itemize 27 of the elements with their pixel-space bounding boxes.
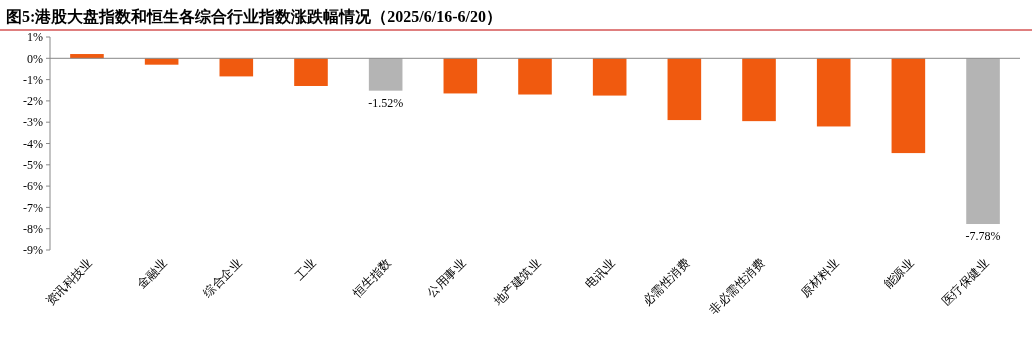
x-tick-label: 必需性消费 — [640, 256, 693, 309]
x-tick-label: 金融业 — [134, 256, 170, 292]
y-tick-label: -3% — [23, 115, 43, 130]
x-tick-label: 公用事业 — [424, 256, 469, 301]
x-tick-label: 医疗保健业 — [938, 256, 992, 309]
y-tick-label: -1% — [23, 72, 43, 87]
y-tick-label: -9% — [23, 243, 43, 258]
x-tick-label: 能源业 — [881, 256, 917, 292]
y-tick-label: -4% — [23, 136, 43, 151]
x-tick-label: 恒生指数 — [349, 256, 394, 301]
x-tick-label: 电讯业 — [582, 256, 618, 292]
data-label: -1.52% — [368, 95, 404, 110]
y-tick-label: 1% — [27, 30, 43, 45]
x-tick-label: 原材料业 — [797, 256, 842, 301]
y-tick-label: -8% — [23, 221, 43, 236]
y-tick-label: -6% — [23, 179, 43, 194]
x-tick-label: 非必需性消费 — [706, 256, 768, 318]
y-tick-label: -2% — [23, 94, 43, 109]
x-tick-label: 资讯科技业 — [42, 256, 96, 309]
x-tick-label: 工业 — [292, 256, 320, 284]
x-tick-label: 地产建筑业 — [490, 256, 544, 310]
x-tick-label: 综合企业 — [200, 256, 245, 301]
y-tick-label: -5% — [23, 158, 43, 172]
data-label: -7.78% — [965, 229, 1001, 244]
y-tick-label: -7% — [23, 200, 43, 215]
y-tick-label: 0% — [27, 51, 43, 66]
chart-title: 图5:港股大盘指数和恒生各综合行业指数涨跌幅情况（2025/6/16-6/20） — [6, 8, 502, 26]
